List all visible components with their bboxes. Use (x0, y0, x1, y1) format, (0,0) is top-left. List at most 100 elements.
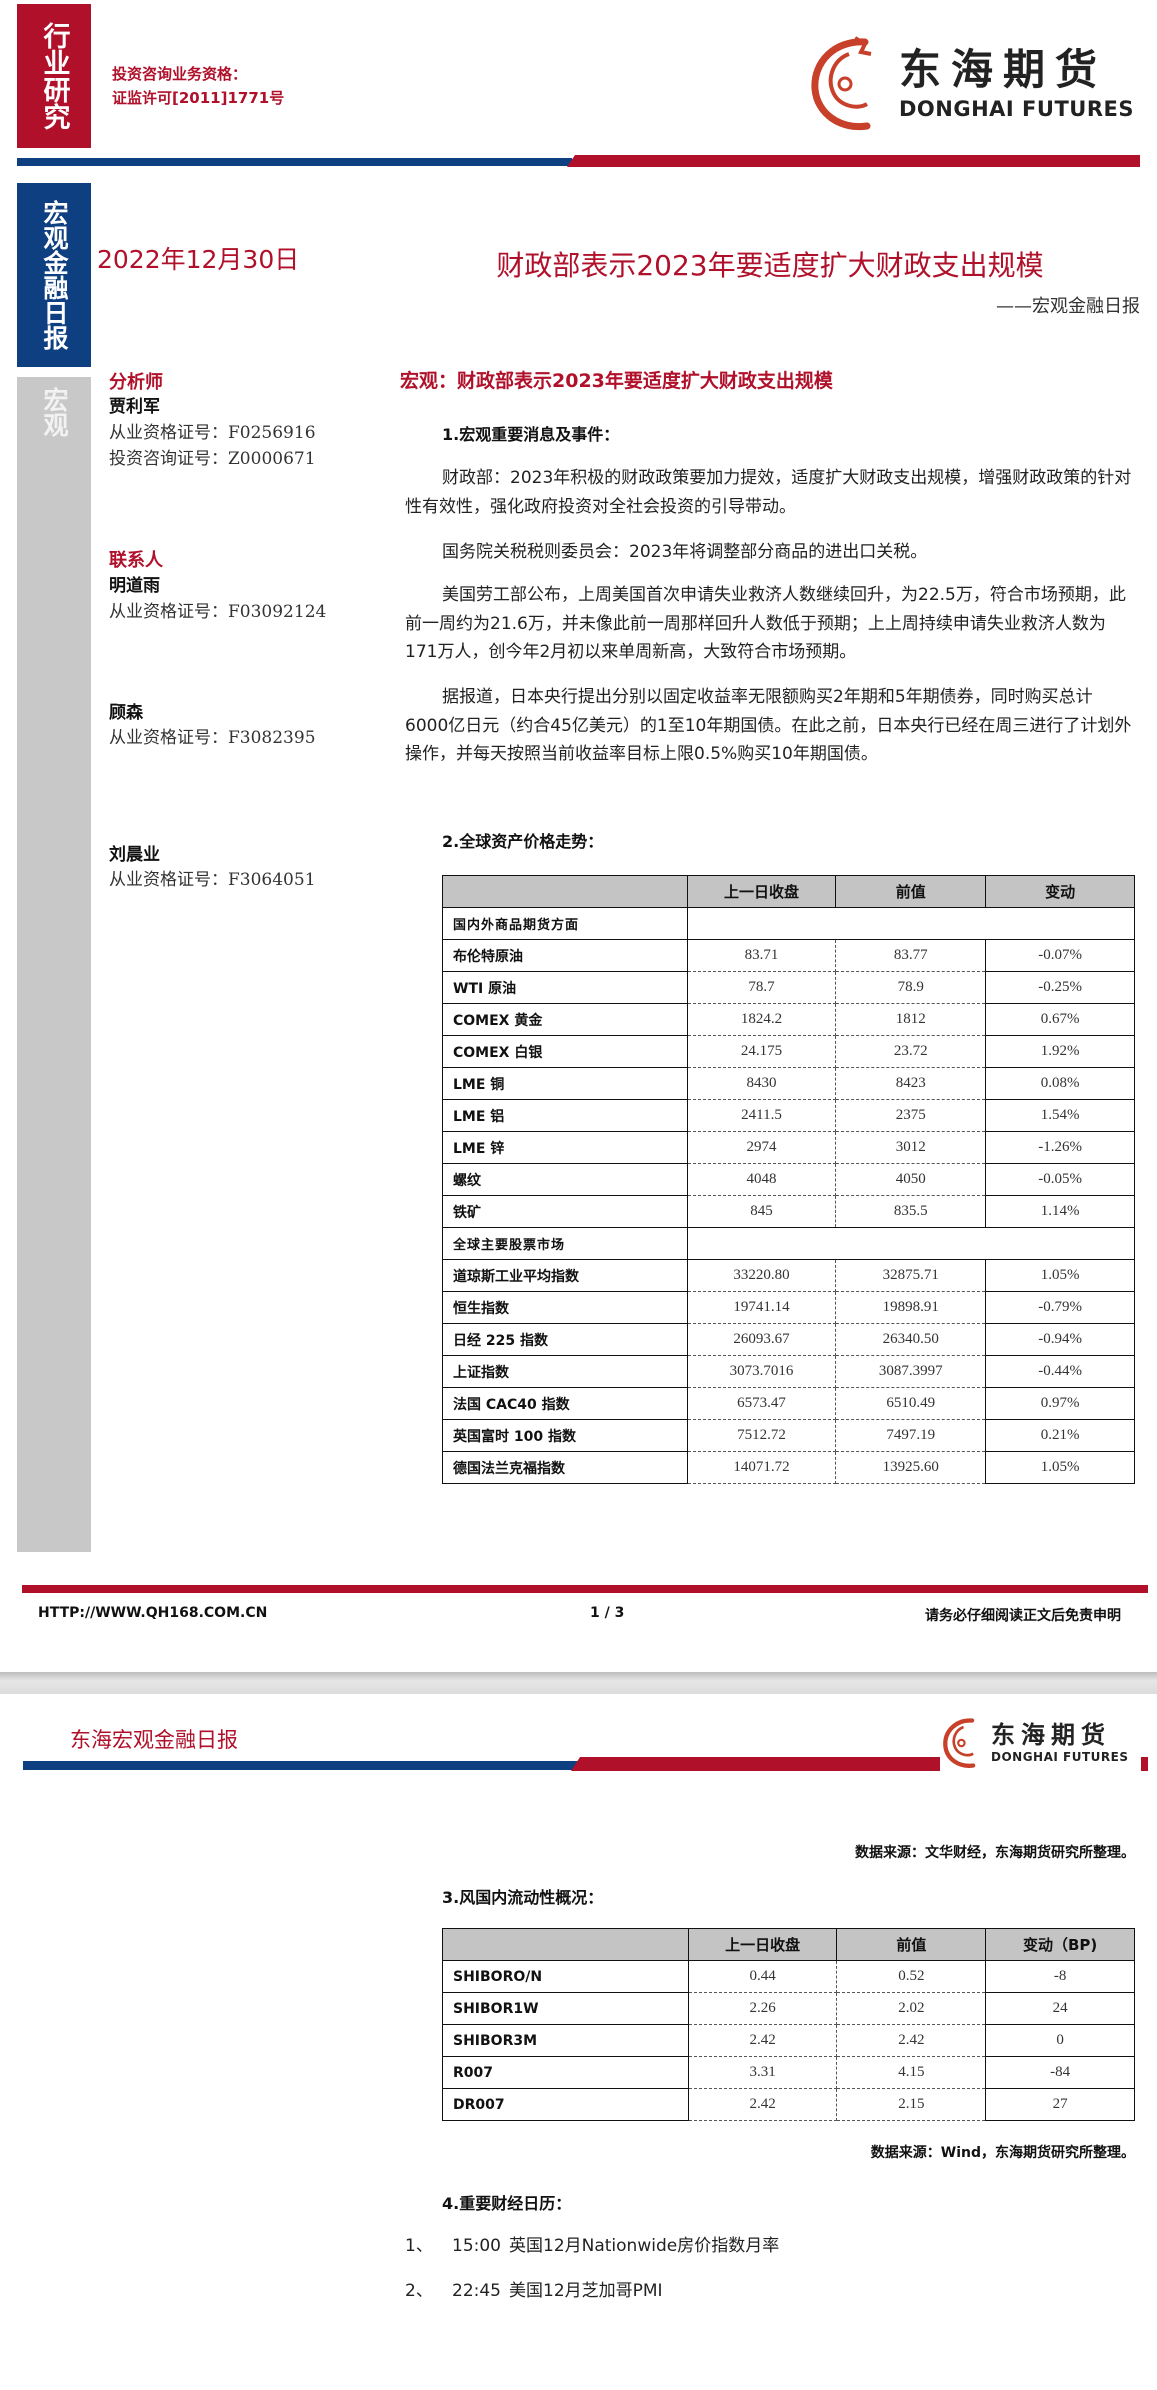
cell-value: 1812 (835, 1003, 987, 1036)
cell-value: -0.79% (985, 1291, 1135, 1324)
news-paragraph: 国务院关税税则委员会：2023年将调整部分商品的进出口关税。 (442, 542, 928, 562)
analyst-label: 分析师 (109, 372, 163, 393)
cell-value: 7497.19 (835, 1419, 987, 1452)
header-stripe (17, 155, 1140, 167)
cell-value: 3087.3997 (835, 1355, 987, 1388)
row-label: DR007 (442, 2088, 689, 2121)
contact-cert: 从业资格证号：F03092124 (109, 602, 327, 622)
cell-value: 7512.72 (686, 1419, 837, 1452)
cell-value: 23.72 (835, 1035, 987, 1068)
table-row: 日经 225 指数 26093.67 26340.50 -0.94% (442, 1323, 1135, 1356)
cell-value: 2.02 (836, 1992, 987, 2025)
dragon-logo-icon (811, 36, 872, 131)
table-row: 螺纹 4048 4050 -0.05% (442, 1163, 1135, 1196)
cell-value: 1.54% (985, 1099, 1135, 1132)
section-block: 宏观 (17, 377, 91, 1552)
table-row: COMEX 白银 24.175 23.72 1.92% (442, 1035, 1135, 1068)
cell-value: -0.44% (985, 1355, 1135, 1388)
cell-value: 19741.14 (686, 1291, 837, 1324)
table-row: SHIBOR3M 2.42 2.42 0 (442, 2024, 1135, 2057)
table-header-row: 上一日收盘 前值 变动 (442, 875, 1135, 908)
table-row: 道琼斯工业平均指数 33220.80 32875.71 1.05% (442, 1259, 1135, 1292)
logo-en-text: DONGHAI FUTURES (899, 96, 1134, 121)
row-label: LME 铜 (442, 1067, 688, 1100)
calendar-item: 2、 22:45 美国12月芝加哥PMI (405, 2276, 663, 2301)
table-row: LME 铝 2411.5 2375 1.54% (442, 1099, 1135, 1132)
cell-value: 0.21% (985, 1419, 1135, 1452)
page2-header-stripe (23, 1757, 1148, 1771)
report-type-label: 宏观金融日报 (40, 200, 69, 350)
report-type-block: 宏观金融日报 (17, 183, 91, 367)
row-label: 螺纹 (442, 1163, 688, 1196)
table-section-row: 全球主要股票市场 (442, 1227, 1136, 1260)
analyst-name: 贾利军 (109, 397, 160, 417)
calendar-number: 2、 (405, 2281, 433, 2301)
row-label: 上证指数 (442, 1355, 688, 1388)
table-row: 布伦特原油 83.71 83.77 -0.07% (442, 939, 1135, 972)
logo-en-text: DONGHAI FUTURES (991, 1750, 1129, 1764)
table-row: 铁矿 845 835.5 1.14% (442, 1195, 1135, 1228)
contact-name: 顾森 (109, 703, 143, 723)
column-header (442, 1928, 689, 1961)
page-number: 1 / 3 (590, 1605, 625, 1621)
license-line1: 投资咨询业务资格： (112, 65, 248, 83)
report-subtitle: ——宏观金融日报 (996, 296, 1140, 317)
analyst-cert: 从业资格证号：F0256916 (109, 423, 316, 443)
row-label: SHIBOR1W (442, 1992, 689, 2025)
section-title: 全球主要股票市场 (442, 1227, 688, 1260)
cell-value: 1.92% (985, 1035, 1135, 1068)
section-empty-cell (686, 907, 1136, 940)
table-row: LME 锌 2974 3012 -1.26% (442, 1131, 1135, 1164)
cell-value: 78.9 (835, 971, 987, 1004)
row-label: COMEX 白银 (442, 1035, 688, 1068)
table-row: DR007 2.42 2.15 27 (442, 2088, 1135, 2121)
column-header: 变动 (985, 875, 1135, 908)
cell-value: 83.71 (686, 939, 837, 972)
section1-heading: 1.宏观重要消息及事件： (442, 425, 620, 444)
page-break (0, 1672, 1157, 1694)
cell-value: 6510.49 (835, 1387, 987, 1420)
cell-value: 0.97% (985, 1387, 1135, 1420)
cell-value: 83.77 (835, 939, 987, 972)
cell-value: 2.42 (687, 2024, 838, 2057)
footer-disclaimer: 请务必仔细阅读正文后免责申明 (925, 1608, 1121, 1624)
table-row: SHIBOR1W 2.26 2.02 24 (442, 1992, 1135, 2025)
cell-value: 0.52 (836, 1960, 987, 1993)
section-label: 宏观 (40, 387, 69, 437)
column-header: 上一日收盘 (687, 1928, 838, 1961)
table-row: 恒生指数 19741.14 19898.91 -0.79% (442, 1291, 1135, 1324)
cell-value: -1.26% (985, 1131, 1135, 1164)
row-label: 德国法兰克福指数 (442, 1451, 688, 1484)
table-row: WTI 原油 78.7 78.9 -0.25% (442, 971, 1135, 1004)
footer-rule (22, 1585, 1148, 1593)
cell-value: 27 (985, 2088, 1135, 2121)
cell-value: 26093.67 (686, 1323, 837, 1356)
cell-value: -8 (985, 1960, 1135, 1993)
calendar-time: 22:45 (452, 2281, 501, 2301)
cell-value: -0.07% (985, 939, 1135, 972)
table-row: COMEX 黄金 1824.2 1812 0.67% (442, 1003, 1135, 1036)
footer-url-link[interactable]: HTTP://WWW.QH168.COM.CN (38, 1605, 268, 1621)
cell-value: 3.31 (687, 2056, 838, 2089)
cell-value: -84 (985, 2056, 1135, 2089)
column-header: 前值 (836, 1928, 987, 1961)
row-label: R007 (442, 2056, 689, 2089)
table-row: R007 3.31 4.15 -84 (442, 2056, 1135, 2089)
cell-value: 13925.60 (835, 1451, 987, 1484)
calendar-event: 美国12月芝加哥PMI (509, 2281, 663, 2301)
company-logo: 东海期货 DONGHAI FUTURES (805, 34, 1134, 134)
cell-value: 2.26 (687, 1992, 838, 2025)
row-label: WTI 原油 (442, 971, 688, 1004)
dragon-logo-icon (943, 1718, 976, 1768)
cell-value: 8423 (835, 1067, 987, 1100)
contact-cert: 从业资格证号：F3064051 (109, 870, 316, 890)
report-title: 财政部表示2023年要适度扩大财政支出规模 (496, 249, 1044, 282)
row-label: LME 铝 (442, 1099, 688, 1132)
section4-heading: 4.重要财经日历： (442, 2194, 572, 2213)
row-label: 铁矿 (442, 1195, 688, 1228)
liquidity-table: 上一日收盘 前值 变动（BP) SHIBORO/N 0.44 0.52 -8 SHIBOR1W… (442, 1928, 1135, 2121)
cell-value: 32875.71 (835, 1259, 987, 1292)
cell-value: 3012 (835, 1131, 987, 1164)
column-header (442, 875, 688, 908)
cell-value: 6573.47 (686, 1387, 837, 1420)
